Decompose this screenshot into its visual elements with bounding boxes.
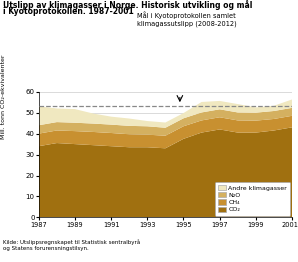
Text: Utslipp av klimagasser i Norge. Historisk utvikling og mål: Utslipp av klimagasser i Norge. Historis… xyxy=(3,0,252,10)
Legend: Andre klimagasser, N₂O, CH₄, CO₂: Andre klimagasser, N₂O, CH₄, CO₂ xyxy=(215,182,290,216)
Text: Mål i Kyotoprotokollen samlet: Mål i Kyotoprotokollen samlet xyxy=(137,12,236,19)
Text: Kilde: Utslippsregnskapet til Statistisk sentralbyrå
og Statens forurensningstil: Kilde: Utslippsregnskapet til Statistisk… xyxy=(3,240,140,251)
Text: i Kyotoprotokollen. 1987-2001: i Kyotoprotokollen. 1987-2001 xyxy=(3,7,134,16)
Text: Mill. tonn CO₂-ekvivalenter: Mill. tonn CO₂-ekvivalenter xyxy=(1,55,7,139)
Text: klimagassutslipp (2008-2012): klimagassutslipp (2008-2012) xyxy=(137,20,237,27)
